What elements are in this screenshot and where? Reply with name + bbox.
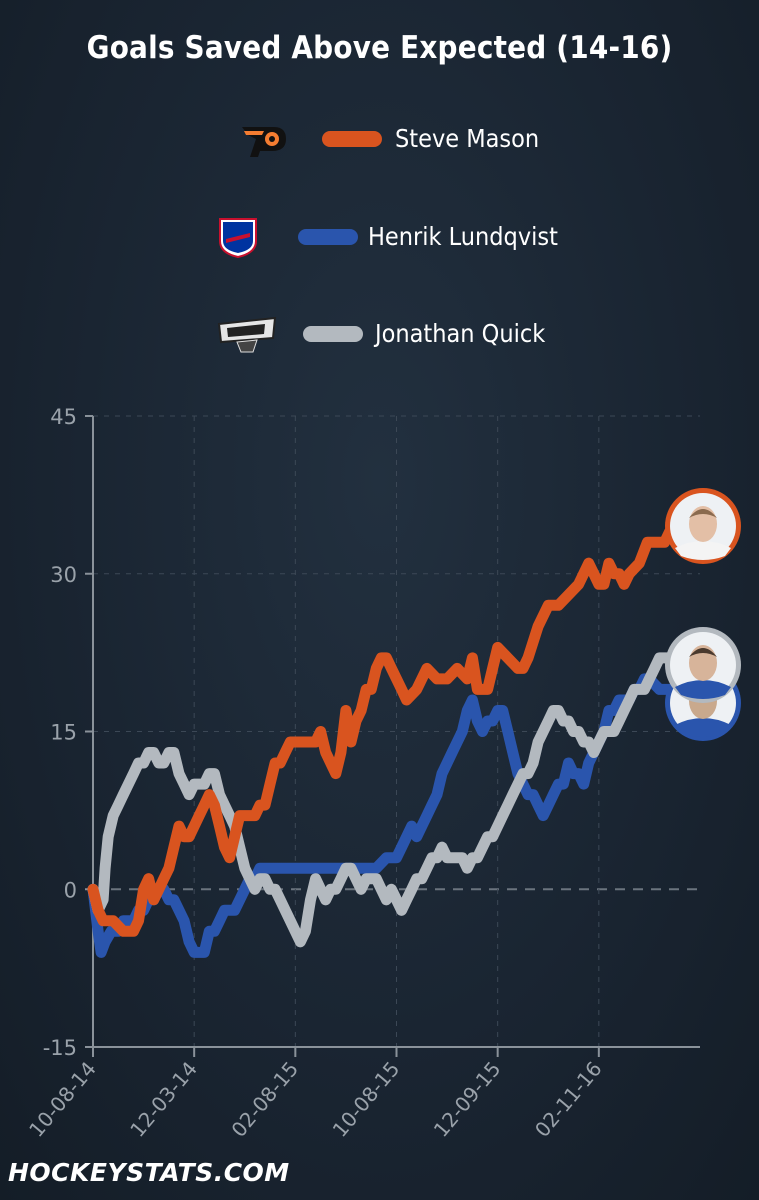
series-line-quick — [87, 652, 696, 948]
avatar-mason — [665, 488, 741, 564]
x-tick-label: 12-03-14 — [125, 1057, 202, 1142]
legend-item-mason: Steve Mason — [238, 115, 568, 165]
legend-swatch-lundqvist — [298, 229, 358, 245]
chart-title: Goals Saved Above Expected (14-16) — [86, 30, 673, 66]
flyers-logo-icon — [242, 127, 286, 157]
series-line-lundqvist — [87, 673, 696, 958]
legend-swatch-mason — [322, 131, 382, 147]
legend-item-quick: Jonathan Quick — [215, 310, 575, 360]
avatar-quick — [665, 627, 741, 703]
legend-label-mason: Steve Mason — [395, 124, 540, 153]
y-tick-label: 30 — [50, 563, 77, 587]
x-tick-label: 10-08-14 — [24, 1057, 101, 1142]
x-tick-label: 02-08-15 — [226, 1057, 303, 1142]
x-tick-label: 10-08-15 — [328, 1057, 405, 1142]
legend-label-lundqvist: Henrik Lundqvist — [368, 222, 558, 251]
chart-grid — [93, 415, 700, 1047]
player-avatars — [665, 488, 741, 741]
y-tick-label: -15 — [43, 1036, 77, 1060]
legend-label-quick: Jonathan Quick — [375, 319, 546, 348]
gsae-line-chart: -15 0 15 30 45 10-08-14 12-03-14 02-08-15 10-08-… — [24, 405, 741, 1142]
x-tick-label: 12-09-15 — [429, 1057, 506, 1142]
legend-swatch-quick — [303, 326, 363, 342]
y-tick-label: 15 — [50, 721, 77, 745]
y-tick-label: 45 — [50, 405, 77, 429]
chart-series — [87, 515, 696, 958]
x-tick-label: 02-11-16 — [530, 1057, 607, 1142]
y-tick-label: 0 — [64, 878, 77, 902]
rangers-logo-icon — [219, 218, 257, 259]
series-line-mason — [87, 515, 696, 937]
kings-logo-icon — [217, 316, 277, 353]
site-watermark: HOCKEYSTATS.COM — [8, 1158, 290, 1187]
legend-item-lundqvist: Henrik Lundqvist — [216, 213, 596, 263]
